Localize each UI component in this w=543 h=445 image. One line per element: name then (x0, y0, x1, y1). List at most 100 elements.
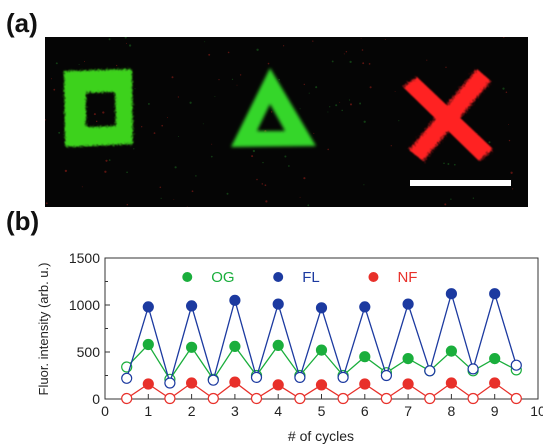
noise-speck (348, 99, 351, 101)
data-point-nf (445, 377, 457, 389)
noise-speck (312, 40, 314, 42)
x-tick-label: 4 (274, 403, 282, 419)
noise-speck (369, 86, 372, 89)
noise-speck (177, 135, 180, 138)
noise-speck (204, 41, 206, 43)
x-tick-label: 9 (491, 403, 499, 419)
noise-speck (214, 96, 216, 97)
noise-speck (231, 78, 234, 81)
noise-speck (261, 183, 264, 185)
legend-label-og: OG (211, 269, 234, 286)
noise-speck (327, 148, 329, 151)
series-nf (121, 376, 522, 405)
noise-speck (226, 192, 229, 195)
noise-speck (126, 203, 129, 206)
data-point-fl (272, 298, 284, 310)
data-point-fl (424, 365, 436, 377)
noise-speck (368, 63, 371, 65)
noise-speck (327, 111, 329, 113)
data-point-nf (229, 376, 241, 388)
noise-speck (284, 155, 287, 158)
noise-speck (160, 197, 162, 199)
data-point-og (359, 351, 371, 363)
noise-speck (361, 49, 364, 51)
noise-speck (453, 163, 456, 166)
noise-speck (177, 96, 180, 98)
data-point-nf (489, 377, 501, 389)
noise-speck (161, 124, 164, 127)
data-point-nf (186, 377, 198, 389)
noise-speck (288, 165, 290, 167)
data-point-nf (250, 392, 263, 405)
data-point-fl (164, 377, 176, 389)
x-tick-label: 2 (188, 403, 196, 419)
y-tick-label: 1500 (69, 250, 100, 266)
series-layer (121, 288, 522, 405)
noise-speck (208, 53, 211, 56)
data-point-fl (337, 371, 349, 383)
noise-speck (329, 106, 331, 108)
x-tick-label: 7 (404, 403, 412, 419)
noise-speck (256, 48, 259, 51)
noise-speck (299, 196, 301, 198)
data-point-fl (315, 302, 328, 314)
noise-speck (55, 62, 58, 65)
noise-speck (505, 91, 508, 93)
noise-speck (81, 186, 83, 188)
x-tick-label: 3 (231, 403, 239, 419)
legend: OG FL NF (182, 269, 417, 286)
noise-speck (236, 84, 238, 86)
noise-speck (195, 175, 197, 177)
data-point-fl (489, 288, 501, 300)
noise-speck (282, 45, 285, 47)
x-tick-label: 5 (318, 403, 326, 419)
data-point-og (445, 345, 457, 357)
noise-speck (133, 148, 135, 150)
noise-speck (443, 162, 445, 165)
noise-speck (303, 83, 305, 86)
noise-speck (267, 62, 270, 65)
noise-speck (98, 92, 100, 94)
noise-speck (472, 197, 475, 199)
data-point-fl (142, 301, 154, 313)
legend-marker-og (182, 272, 193, 282)
noise-speck (141, 126, 143, 128)
legend-marker-nf (368, 272, 379, 282)
noise-speck (270, 111, 273, 113)
noise-speck (508, 139, 511, 142)
data-point-og (315, 344, 328, 356)
data-point-fl (229, 294, 241, 306)
x-tick-label: 8 (448, 403, 456, 419)
panel-label-b: (b) (6, 206, 40, 236)
noise-speck (512, 188, 514, 190)
noise-speck (502, 87, 505, 90)
noise-speck (153, 132, 156, 134)
data-point-nf (142, 378, 154, 390)
data-point-og (142, 338, 154, 351)
data-point-fl (380, 369, 392, 382)
data-point-og (272, 339, 284, 352)
noise-speck (345, 50, 348, 53)
noise-speck (363, 120, 366, 123)
noise-speck (313, 132, 315, 134)
data-point-nf (467, 392, 479, 405)
noise-speck (252, 149, 256, 153)
noise-speck (191, 190, 194, 193)
y-tick-labels: 0 500 1000 1500 (69, 250, 100, 407)
noise-speck (128, 44, 132, 47)
noise-speck (308, 92, 310, 94)
y-tick-label: 0 (92, 391, 100, 407)
data-point-og (489, 352, 501, 365)
noise-speck (507, 124, 509, 125)
noise-speck (189, 101, 192, 104)
noise-speck (359, 102, 362, 105)
y-tick-label: 500 (77, 344, 101, 360)
data-point-fl (467, 363, 479, 375)
data-point-og (402, 352, 414, 365)
noise-speck (45, 119, 46, 121)
x-tick-labels: 0 1 2 3 4 5 6 7 8 9 10 (101, 403, 543, 419)
noise-speck (83, 60, 86, 63)
legend-label-fl: FL (302, 269, 320, 286)
fluorescence-micrograph (45, 37, 528, 207)
noise-speck (398, 120, 400, 122)
